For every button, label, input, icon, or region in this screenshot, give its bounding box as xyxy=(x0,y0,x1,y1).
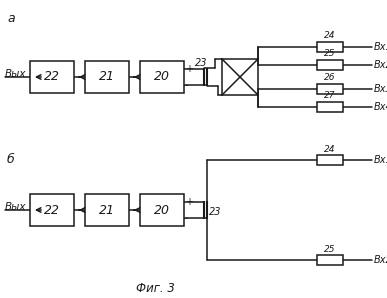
Bar xyxy=(317,102,343,112)
Text: 22: 22 xyxy=(44,204,60,217)
Text: 25: 25 xyxy=(324,49,336,58)
Text: 22: 22 xyxy=(44,71,60,83)
Text: 27: 27 xyxy=(324,91,336,100)
Bar xyxy=(30,194,74,226)
Bar xyxy=(85,194,129,226)
Text: 20: 20 xyxy=(154,71,170,83)
Text: Вх1: Вх1 xyxy=(374,42,387,52)
Bar xyxy=(317,155,343,165)
Text: Вх2: Вх2 xyxy=(374,255,387,265)
Bar xyxy=(140,194,184,226)
Text: 25: 25 xyxy=(324,244,336,254)
Text: 21: 21 xyxy=(99,71,115,83)
Text: Вых: Вых xyxy=(5,202,26,212)
Text: Вх2: Вх2 xyxy=(374,60,387,70)
Bar xyxy=(222,59,258,95)
Text: Вых: Вых xyxy=(5,69,26,79)
Text: +: + xyxy=(185,64,193,74)
Text: 23: 23 xyxy=(209,207,221,217)
Text: a: a xyxy=(7,12,15,25)
Bar xyxy=(30,61,74,93)
Bar xyxy=(317,255,343,265)
Text: 24: 24 xyxy=(324,145,336,153)
Text: 20: 20 xyxy=(154,204,170,217)
Text: 23: 23 xyxy=(195,58,207,68)
Text: -: - xyxy=(185,80,188,90)
Bar xyxy=(85,61,129,93)
Text: Фиг. 3: Фиг. 3 xyxy=(135,282,175,294)
Text: Вх3: Вх3 xyxy=(374,84,387,94)
Text: 24: 24 xyxy=(324,32,336,41)
Text: 26: 26 xyxy=(324,74,336,83)
Text: 21: 21 xyxy=(99,204,115,217)
Bar xyxy=(317,60,343,70)
Text: +: + xyxy=(185,197,193,207)
Text: Вх4: Вх4 xyxy=(374,102,387,112)
Text: б: б xyxy=(7,153,15,166)
Bar xyxy=(317,42,343,52)
Bar xyxy=(317,84,343,94)
Text: Вх1: Вх1 xyxy=(374,155,387,165)
Text: -: - xyxy=(185,213,188,223)
Bar xyxy=(140,61,184,93)
